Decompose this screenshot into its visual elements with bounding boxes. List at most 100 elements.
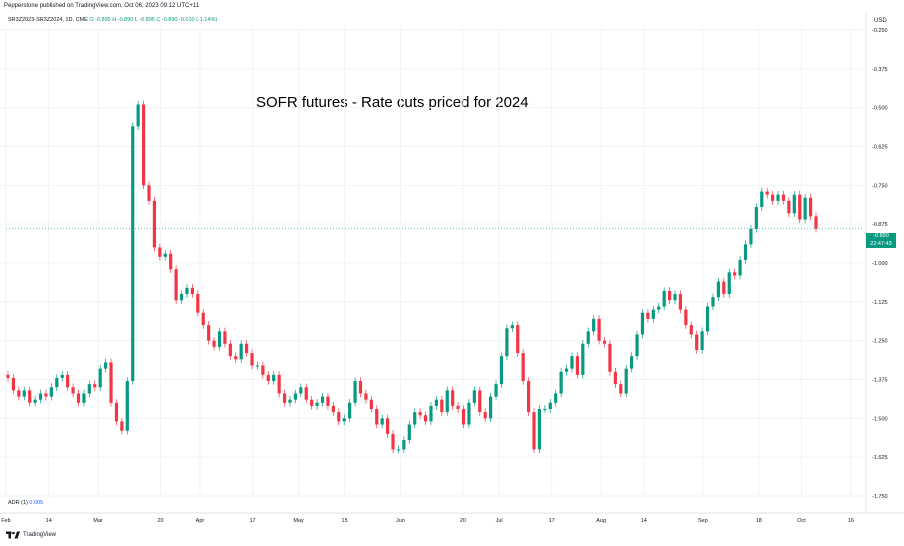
candle-body [526, 381, 531, 413]
candle-body [87, 384, 91, 394]
candle-body [673, 294, 677, 301]
candle-body [570, 356, 574, 369]
x-tick-label: 17 [249, 518, 255, 524]
adr-indicator-legend[interactable]: ADR (1) 0.005 [8, 500, 43, 506]
candle-body [212, 340, 216, 347]
candle-body [597, 318, 601, 341]
symbol-name: SR3Z2023-SR3Z2024, 1D, CME [8, 17, 88, 23]
candle-body [141, 104, 146, 186]
y-tick-label: -1.250 [872, 339, 888, 345]
candle-body [743, 244, 748, 260]
candle-body [657, 306, 661, 310]
candle-body [705, 306, 710, 332]
candle-body [353, 381, 357, 403]
candle-body [293, 393, 298, 400]
candle-body [581, 343, 585, 375]
candle-body [60, 374, 64, 378]
candle-body [803, 197, 807, 220]
candle-body [152, 200, 157, 248]
x-tick-label: 20 [460, 518, 466, 524]
candle-body [326, 396, 330, 406]
candle-body [695, 334, 699, 350]
candle-body [125, 381, 129, 431]
x-tick-label: Jul [496, 518, 503, 524]
x-tick-label: 17 [549, 518, 555, 524]
candle-body [727, 272, 731, 295]
y-tick-label: -1.375 [872, 378, 888, 384]
candle-body [532, 412, 536, 450]
candle-body [22, 390, 26, 397]
candle-body [461, 409, 466, 425]
tradingview-brand: TradingView [23, 532, 57, 538]
adr-indicator-value: 0.005 [29, 500, 44, 506]
candle-body [185, 287, 189, 295]
y-tick-label: -1.750 [872, 494, 888, 500]
candle-body [76, 393, 81, 403]
y-tick-label: -0.750 [872, 183, 888, 189]
candle-body [494, 384, 498, 397]
x-tick-label: Sep [698, 518, 708, 524]
candle-body [55, 377, 59, 388]
candle-body [407, 424, 411, 441]
currency-label[interactable]: USD [874, 18, 887, 24]
candle-body [277, 374, 281, 394]
candle-body [207, 325, 211, 341]
publisher-attribution: Pepperstone published on TradingView.com… [4, 3, 200, 9]
x-tick-label: 14 [46, 518, 52, 524]
candle-body [505, 328, 509, 357]
bar-countdown: 22:47:43 [870, 240, 892, 247]
symbol-legend[interactable]: SR3Z2023-SR3Z2024, 1D, CME O -0.895 H -0… [8, 17, 217, 23]
candle-body [396, 449, 401, 451]
candle-body [684, 309, 688, 326]
candle-body [814, 216, 818, 229]
candle-body [640, 312, 645, 335]
last-price-tag: -0.890 22:47:43 [866, 233, 896, 248]
candle-body [245, 343, 249, 354]
candle-body [619, 384, 623, 394]
y-tick-label: -1.125 [872, 300, 888, 306]
x-tick-label: Aug [596, 518, 606, 524]
x-tick-label: Oct [797, 518, 806, 524]
candle-body [174, 269, 178, 301]
adr-indicator-name: ADR (1) [8, 500, 28, 506]
x-tick-label: May [293, 518, 304, 524]
candle-body [104, 362, 108, 369]
candle-body [261, 365, 265, 375]
candle-body [700, 331, 704, 350]
candle-body [217, 331, 222, 347]
candle-body [602, 340, 607, 344]
candle-body [499, 356, 504, 385]
candle-body [808, 197, 813, 217]
tradingview-logo[interactable]: TradingView [6, 531, 56, 539]
candle-body [765, 191, 769, 195]
candle-body [798, 194, 802, 220]
candle-body [364, 393, 368, 400]
candle-body [375, 409, 379, 425]
candle-body [787, 200, 791, 214]
candle-body [331, 405, 335, 413]
candle-body [239, 343, 243, 360]
candle-body [266, 374, 270, 382]
y-tick-label: -0.875 [872, 222, 888, 228]
candle-body [662, 290, 666, 307]
ohlc-values: O -0.895 H -0.890 L -0.895 C -0.890 -0.0… [89, 17, 218, 23]
candle-body [163, 253, 167, 257]
candle-body [537, 409, 542, 450]
candle-body [93, 384, 97, 388]
candle-body [320, 396, 325, 403]
candle-body [304, 387, 308, 400]
candle-body [282, 393, 287, 403]
candle-body [190, 287, 194, 295]
candle-body [564, 368, 569, 372]
candle-body [179, 294, 184, 301]
candle-body [559, 371, 563, 394]
candle-body [467, 402, 471, 425]
x-tick-label: Apr [196, 518, 205, 524]
candle-body [792, 194, 796, 214]
candle-body [418, 412, 422, 416]
y-tick-label: -0.500 [872, 106, 888, 112]
candle-body [592, 318, 596, 332]
candle-body [716, 281, 720, 298]
candle-body [586, 331, 590, 344]
